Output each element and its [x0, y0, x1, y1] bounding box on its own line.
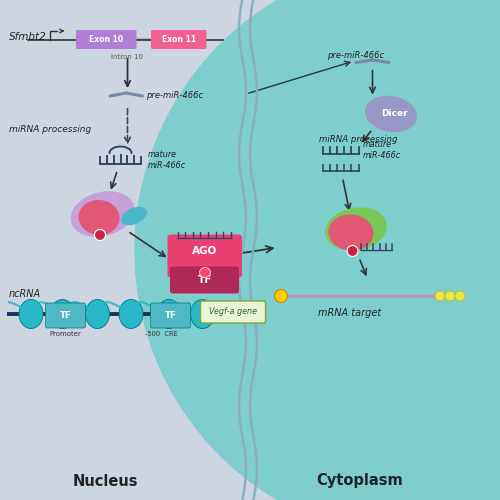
Ellipse shape — [328, 214, 374, 250]
Ellipse shape — [200, 268, 210, 278]
Text: AGO: AGO — [192, 246, 218, 256]
Text: Exon 11: Exon 11 — [162, 35, 196, 44]
Text: Cytoplasm: Cytoplasm — [316, 474, 404, 488]
FancyBboxPatch shape — [76, 30, 136, 49]
Text: miRNA processing: miRNA processing — [9, 124, 91, 134]
FancyBboxPatch shape — [151, 30, 206, 49]
Ellipse shape — [190, 300, 214, 328]
Text: mRNA target: mRNA target — [318, 308, 382, 318]
Text: Promoter: Promoter — [50, 331, 82, 337]
Circle shape — [445, 291, 455, 301]
Text: TF: TF — [198, 275, 212, 285]
Text: Vegf-a gene: Vegf-a gene — [209, 308, 257, 316]
Text: Dicer: Dicer — [380, 109, 407, 118]
Circle shape — [274, 290, 287, 302]
Text: Intron 10: Intron 10 — [112, 54, 144, 60]
Text: pre-miR-466c: pre-miR-466c — [328, 52, 384, 60]
Ellipse shape — [119, 300, 143, 328]
Ellipse shape — [325, 208, 387, 250]
Text: TF: TF — [165, 311, 177, 320]
Text: Sfmbt2: Sfmbt2 — [9, 32, 47, 42]
Ellipse shape — [157, 300, 181, 328]
FancyBboxPatch shape — [46, 303, 86, 328]
Text: Exon 10: Exon 10 — [89, 35, 123, 44]
FancyBboxPatch shape — [168, 234, 242, 278]
Ellipse shape — [50, 300, 74, 328]
Text: pre-miR-466c: pre-miR-466c — [146, 90, 203, 100]
Ellipse shape — [121, 206, 147, 226]
FancyBboxPatch shape — [170, 266, 239, 293]
Ellipse shape — [78, 200, 120, 235]
Ellipse shape — [86, 300, 110, 328]
Ellipse shape — [365, 96, 417, 132]
FancyBboxPatch shape — [200, 301, 266, 323]
FancyBboxPatch shape — [150, 303, 190, 328]
Text: TF: TF — [60, 311, 72, 320]
Circle shape — [135, 0, 500, 500]
Circle shape — [94, 230, 106, 240]
Circle shape — [347, 246, 358, 256]
Text: Nucleus: Nucleus — [72, 474, 138, 488]
Circle shape — [435, 291, 445, 301]
Text: mature
miR-466c: mature miR-466c — [148, 150, 186, 170]
Text: ncRNA: ncRNA — [9, 289, 41, 299]
Circle shape — [455, 291, 465, 301]
Text: mature
miR-466c: mature miR-466c — [362, 140, 401, 160]
Ellipse shape — [19, 300, 43, 328]
Text: miRNA processing: miRNA processing — [319, 134, 398, 143]
Ellipse shape — [70, 191, 134, 237]
Text: -500  CRE: -500 CRE — [144, 331, 178, 337]
